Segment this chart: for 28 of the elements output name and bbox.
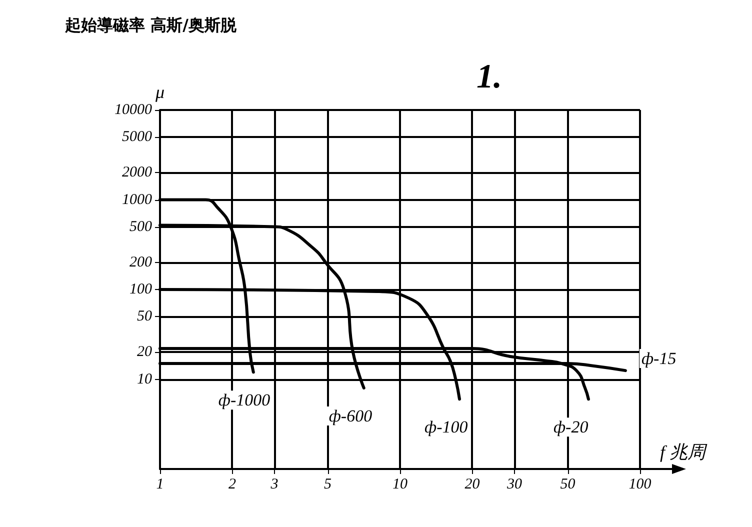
x-tick-label: 30 [506,476,523,492]
series-label: ф-100 [424,418,468,437]
series-label: ф-1000 [218,390,271,410]
y-axis-title: μ [154,82,165,102]
x-tick-label: 100 [628,476,652,492]
y-tick-label: 50 [137,308,152,325]
x-tick-label: 1 [156,476,164,492]
y-tick-label: 100 [130,282,152,298]
y-tick-label: 5000 [122,129,152,146]
x-tick-label: 5 [324,476,332,492]
chart-title: 起始導磁率 高斯/奥斯脱 [64,16,238,34]
y-tick-label: 10000 [114,102,152,118]
y-tick-label: 2000 [122,164,152,181]
y-tick-label: 20 [137,344,152,360]
text: 1. [476,58,502,96]
series-label: ф-600 [328,406,373,426]
y-tick-label: 10 [137,371,152,388]
x-tick-label: 2 [228,476,236,492]
y-tick-label: 1000 [122,192,152,208]
x-tick-label: 20 [464,476,480,492]
x-axis-title: f 兆周 [660,442,708,462]
series-label: ф-20 [553,418,589,437]
series-label: ф-15 [641,349,676,368]
x-tick-label: 3 [270,476,278,492]
x-tick-label: 50 [560,476,576,492]
y-tick-label: 500 [130,218,152,235]
y-tick-label: 200 [130,254,152,270]
x-tick-label: 10 [392,476,408,492]
